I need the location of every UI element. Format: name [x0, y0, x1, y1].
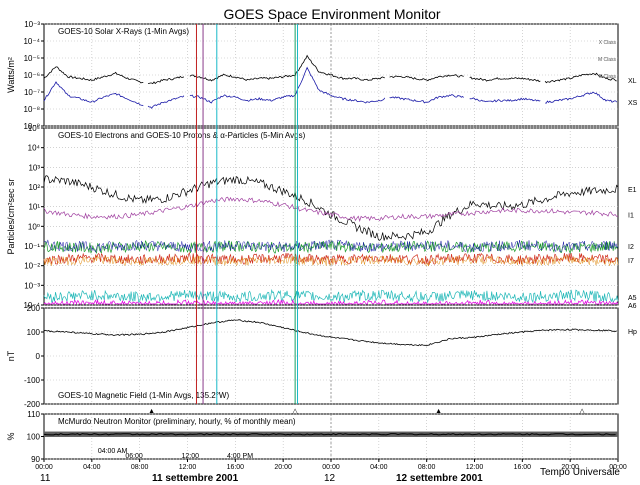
y-tick-label: 10⁻⁴ — [23, 301, 40, 310]
series-label-e1: E1 — [628, 187, 637, 194]
particles-panel: 10⁻⁴ 10⁻³ 10⁻² 10⁻¹ 10⁰ 10¹ 10² 10³ 10⁴ 10⁵ GOES-1… — [6, 124, 637, 310]
series-line-xs — [43, 66, 618, 109]
y-axis-label: % — [6, 432, 16, 440]
magnetic-panel: -200 -100 0 100 200 nT Hp GOES-10 Magnetic Fiel… — [6, 304, 637, 415]
x-tick-label: 04:00 — [83, 464, 101, 471]
series-line-xl — [43, 54, 617, 85]
y-tick-label: 10⁻³ — [24, 20, 40, 29]
x-tick-label: 20:00 — [561, 464, 579, 471]
x-tick-label: 20:00 — [274, 464, 292, 471]
series-label-i7: I7 — [628, 258, 634, 265]
series-line-i7-overlay — [43, 254, 619, 267]
series-label-i1: I1 — [628, 213, 634, 220]
y-axis-label: Particles/cm²sec sr — [6, 178, 16, 254]
series-line-i7 — [43, 252, 619, 265]
x-tick-label: 08:00 — [418, 464, 436, 471]
event-lines — [195, 24, 299, 404]
y-axis-label: nT — [6, 350, 16, 361]
series-label-hp: Hp — [628, 329, 637, 336]
event-label: 06:00 — [125, 453, 143, 460]
y-tick-label: -200 — [24, 400, 41, 409]
magnetic-marker: △ — [579, 408, 585, 415]
y-tick-label: 10⁻⁵ — [24, 54, 40, 63]
event-label: 04:00 AM — [98, 448, 128, 455]
x-tick-label: 12:00 — [466, 464, 484, 471]
flare-class-label: C Class — [598, 74, 616, 80]
y-tick-label: 10⁻⁴ — [23, 37, 40, 46]
series-label-a5: A5 — [628, 295, 637, 302]
x-tick-label: 12:00 — [179, 464, 197, 471]
y-tick-label: -100 — [24, 376, 41, 385]
series-line-i1 — [43, 196, 619, 223]
y-tick-label: 10⁴ — [28, 144, 41, 153]
magnetic-marker: ▲ — [148, 408, 155, 415]
x-tick-label: 00:00 — [35, 464, 53, 471]
xray-panel: 10⁻⁹ 10⁻⁸ 10⁻⁷ 10⁻⁶ 10⁻⁵ 10⁻⁴ 10⁻³ GOES-10 Sola… — [6, 20, 638, 131]
y-tick-label: 10⁻² — [24, 262, 40, 271]
panel-label: GOES-10 Electrons and GOES-10 Protons & … — [58, 131, 306, 140]
series-line-a6 — [43, 298, 619, 306]
panel-label: McMurdo Neutron Monitor (preliminary, ho… — [58, 417, 296, 426]
y-tick-label: 200 — [27, 304, 41, 313]
chart-title: GOES Space Environment Monitor — [223, 6, 440, 22]
flare-class-label: X Class — [599, 40, 617, 46]
y-axis-label: Watts/m² — [6, 57, 16, 93]
x-tick-label: 16:00 — [514, 464, 532, 471]
x-axis: 00:00 04:00 08:00 12:00 16:00 20:00 00:00 04:00… — [35, 459, 627, 484]
series-label-i2: I2 — [628, 244, 634, 251]
y-tick-label: 100 — [27, 328, 41, 337]
x-tick-label: 08:00 — [131, 464, 149, 471]
y-tick-label: 10⁻⁸ — [24, 105, 41, 114]
y-tick-label: 10⁻³ — [24, 281, 40, 290]
day-label: 12 settembre 2001 — [396, 473, 483, 484]
y-tick-label: 110 — [27, 410, 40, 419]
x-tick-label: 16:00 — [227, 464, 245, 471]
y-tick-label: 10⁻¹ — [24, 242, 40, 251]
magnetic-marker: △ — [292, 408, 298, 415]
day-label: 11 — [40, 473, 51, 484]
neutron-panel: 90 100 110% McMurdo Neutron Monitor (prelim… — [6, 410, 619, 464]
series-line-hp — [43, 319, 617, 347]
series-label-a6: A6 — [628, 303, 637, 310]
y-tick-label: 10³ — [28, 163, 40, 172]
day-label: 12 — [324, 473, 336, 484]
y-tick-label: 10⁻⁹ — [23, 122, 40, 131]
y-tick-label: 0 — [36, 352, 41, 361]
y-tick-label: 90 — [31, 455, 40, 464]
panel-label: GOES-10 Solar X-Rays (1-Min Avgs) — [58, 27, 189, 36]
y-tick-label: 10² — [28, 183, 40, 192]
series-line-i2-overlay — [43, 239, 619, 253]
y-tick-label: 10⁰ — [28, 222, 40, 231]
day-label: 11 settembre 2001 — [152, 473, 239, 484]
series-line-neutron — [43, 433, 616, 436]
series-line-i2 — [43, 239, 619, 255]
event-label: 12:00 — [182, 453, 200, 460]
event-label: 4:00 PM — [227, 453, 253, 460]
y-tick-label: 10⁻⁷ — [24, 88, 40, 97]
series-line-e1 — [43, 175, 619, 241]
flare-class-label: M Class — [598, 57, 617, 63]
series-label-xl: XL — [628, 78, 637, 85]
y-tick-label: 10⁻⁶ — [24, 71, 40, 80]
x-tick-label: 00:00 — [609, 464, 627, 471]
magnetic-marker: ▲ — [435, 408, 442, 415]
x-tick-label: 00:00 — [322, 464, 340, 471]
y-tick-label: 10¹ — [28, 203, 40, 212]
series-line-a5 — [43, 288, 619, 304]
series-label-xs: XS — [628, 100, 638, 107]
y-tick-label: 100 — [27, 433, 41, 442]
panel-label: GOES-10 Magnetic Field (1-Min Avgs, 135.… — [58, 391, 229, 400]
x-axis-label: Tempo Universale — [540, 467, 620, 478]
x-tick-label: 04:00 — [370, 464, 388, 471]
y-tick-label: 10⁵ — [28, 124, 40, 133]
